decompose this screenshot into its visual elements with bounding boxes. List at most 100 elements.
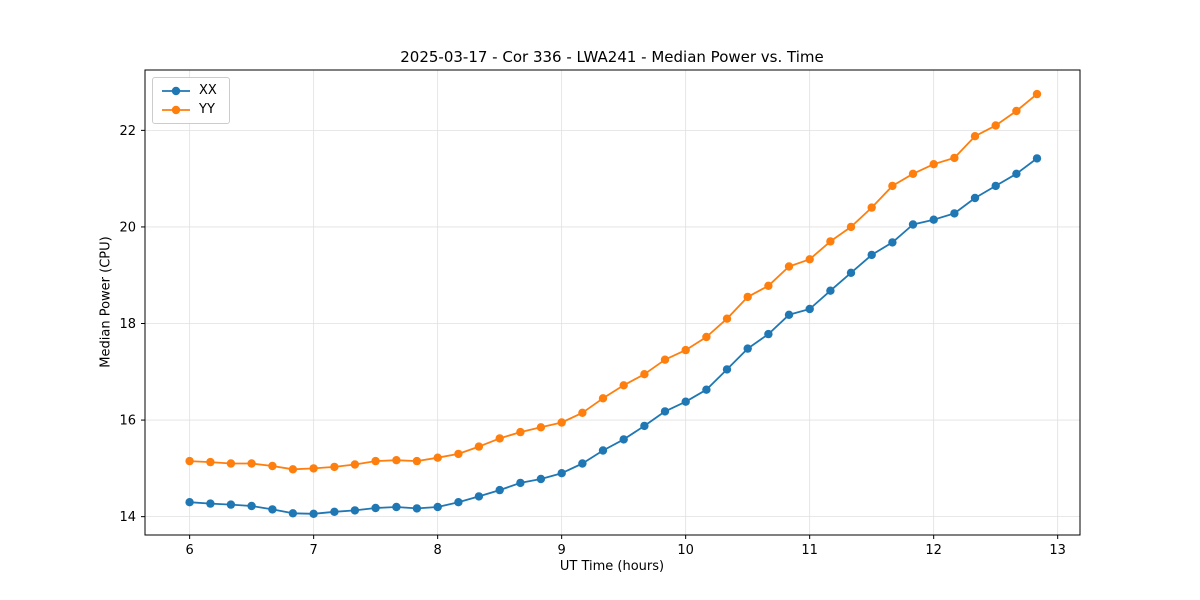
data-point-xx <box>805 304 814 314</box>
data-point-xx <box>764 329 773 339</box>
x-tick-label: 10 <box>677 543 694 558</box>
data-point-yy <box>454 449 463 459</box>
data-point-xx <box>970 193 980 203</box>
data-point-xx <box>867 250 876 260</box>
tick-marks <box>141 129 1059 539</box>
chart-title: 2025-03-17 - Cor 336 - LWA241 - Median P… <box>400 48 824 66</box>
x-axis-label: UT Time (hours) <box>559 559 665 574</box>
data-point-yy <box>743 292 752 302</box>
data-point-xx <box>660 407 670 416</box>
data-point-xx <box>247 501 256 511</box>
x-tick-label: 6 <box>186 543 194 558</box>
data-point-yy <box>557 418 566 427</box>
y-tick-label: 16 <box>119 414 136 429</box>
data-point-xx <box>681 397 690 406</box>
data-point-xx <box>702 385 711 394</box>
data-point-xx <box>474 492 484 501</box>
y-tick-label: 20 <box>119 220 136 235</box>
y-tick-label: 14 <box>119 510 136 525</box>
data-point-yy <box>350 460 360 469</box>
data-point-yy <box>371 456 380 466</box>
data-point-yy <box>247 459 256 468</box>
data-point-yy <box>474 442 484 451</box>
data-point-xx <box>268 505 277 514</box>
data-point-yy <box>826 237 835 246</box>
data-point-yy <box>516 427 525 437</box>
data-point-xx <box>929 215 938 224</box>
data-point-xx <box>392 502 401 512</box>
data-point-xx <box>371 503 380 513</box>
data-point-xx <box>578 459 587 468</box>
data-point-yy <box>185 456 194 466</box>
data-point-yy <box>330 462 339 472</box>
y-tick-labels: 14 16 18 20 22 <box>119 124 136 525</box>
data-point-xx <box>1012 169 1021 178</box>
data-point-xx <box>826 286 835 295</box>
data-point-xx <box>350 506 360 515</box>
data-point-yy <box>226 459 236 468</box>
data-point-xx <box>206 499 215 508</box>
legend-sample-xx-icon <box>162 86 190 96</box>
legend-label-xx: XX <box>199 83 217 98</box>
data-point-yy <box>309 464 318 473</box>
data-point-xx <box>598 446 608 455</box>
data-point-yy <box>950 153 959 163</box>
data-point-yy <box>206 457 215 467</box>
data-point-yy <box>433 453 442 462</box>
data-point-yy <box>619 381 628 390</box>
x-tick-label: 13 <box>1049 543 1066 558</box>
data-point-xx <box>1032 154 1042 163</box>
data-point-xx <box>640 421 649 431</box>
data-point-yy <box>681 345 690 355</box>
data-point-yy <box>640 370 649 379</box>
x-tick-label: 9 <box>558 543 566 558</box>
data-point-xx <box>846 268 856 277</box>
series-xx-markers <box>185 154 1042 518</box>
data-point-yy <box>764 281 773 290</box>
data-point-yy <box>288 465 298 474</box>
data-point-xx <box>991 181 1000 191</box>
data-point-yy <box>867 203 876 212</box>
data-point-yy <box>970 132 980 141</box>
data-point-yy <box>495 434 504 443</box>
data-point-yy <box>991 121 1000 130</box>
data-point-yy <box>702 332 711 342</box>
data-point-xx <box>288 509 298 518</box>
data-point-xx <box>454 498 463 507</box>
data-point-yy <box>722 314 732 323</box>
data-point-yy <box>1012 106 1021 116</box>
data-point-xx <box>536 474 546 484</box>
legend-item-xx[interactable]: XX <box>160 83 217 99</box>
y-tick-label: 18 <box>119 317 136 332</box>
data-point-yy <box>846 222 856 232</box>
data-point-xx <box>185 498 194 507</box>
data-point-yy <box>908 169 918 178</box>
data-point-yy <box>784 262 794 271</box>
data-point-yy <box>660 355 670 364</box>
data-point-xx <box>557 469 566 478</box>
data-point-xx <box>309 509 318 518</box>
series-yy-markers <box>185 89 1042 474</box>
data-point-xx <box>784 310 794 319</box>
data-point-xx <box>495 485 504 495</box>
data-point-yy <box>929 160 938 169</box>
data-point-yy <box>392 456 401 465</box>
x-tick-label: 7 <box>310 543 318 558</box>
legend-sample-yy-icon <box>162 105 190 115</box>
data-point-xx <box>433 502 442 512</box>
data-point-yy <box>805 255 814 264</box>
plot-border <box>144 69 1081 536</box>
gridlines <box>145 70 1080 535</box>
x-tick-label: 12 <box>925 543 942 558</box>
legend-item-yy[interactable]: YY <box>160 102 217 118</box>
x-tick-label: 8 <box>434 543 442 558</box>
data-point-xx <box>950 209 959 218</box>
data-point-yy <box>1032 89 1042 99</box>
x-tick-labels: 6 7 8 9 10 11 12 13 <box>186 543 1066 558</box>
series-yy-line <box>188 93 1038 471</box>
series-xx-line <box>188 157 1038 515</box>
data-point-xx <box>743 344 752 353</box>
data-point-xx <box>908 220 918 229</box>
x-tick-label: 11 <box>801 543 818 558</box>
